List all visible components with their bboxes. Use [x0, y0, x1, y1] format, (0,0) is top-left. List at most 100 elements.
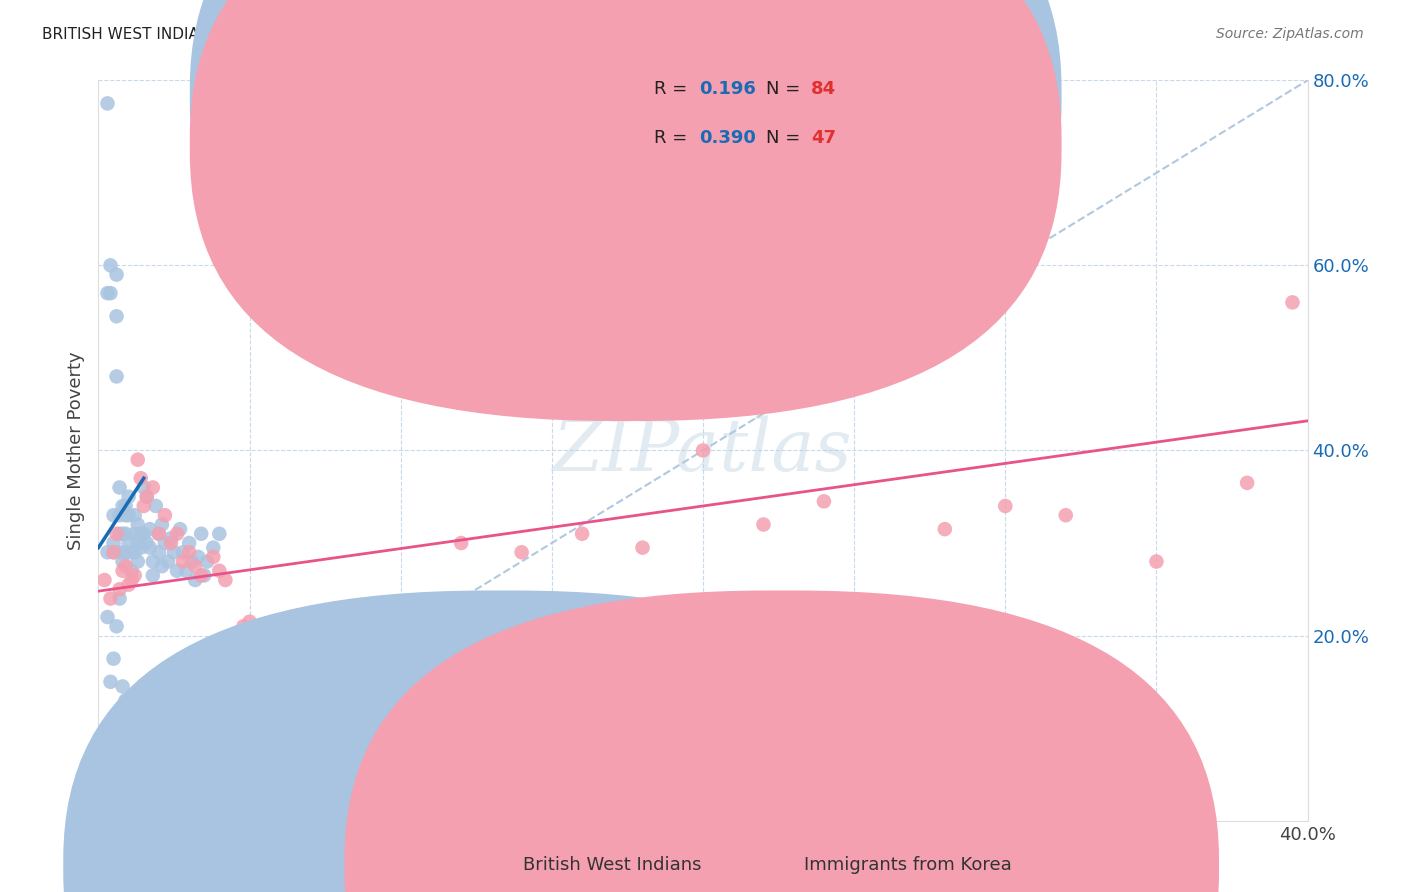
Point [631, 541, 654, 555]
Point [571, 526, 593, 541]
Point [124, 526, 146, 541]
Point [132, 481, 155, 495]
Point [96, 286, 118, 301]
Text: Immigrants from Korea: Immigrants from Korea [804, 856, 1012, 874]
Point [179, 748, 201, 763]
Point [103, 545, 125, 559]
Point [114, 545, 136, 559]
Point [127, 517, 149, 532]
Point [132, 526, 155, 541]
Point [187, 549, 209, 564]
Point [105, 619, 128, 633]
Point [108, 526, 131, 541]
Point [111, 526, 134, 541]
Point [114, 499, 136, 513]
Point [129, 526, 152, 541]
Point [108, 582, 131, 597]
Point [148, 545, 170, 559]
Point [129, 471, 152, 485]
Point [118, 536, 141, 550]
Point [208, 564, 231, 578]
Point [114, 693, 136, 707]
Point [108, 481, 131, 495]
Text: British West Indians: British West Indians [523, 856, 702, 874]
Point [156, 554, 179, 569]
Point [150, 517, 173, 532]
Point [114, 508, 136, 523]
Point [142, 568, 165, 582]
Point [111, 554, 134, 569]
Point [813, 494, 835, 508]
Point [239, 615, 262, 629]
Point [93, 573, 115, 587]
Point [1144, 554, 1167, 569]
Point [139, 522, 162, 536]
Point [90, 799, 112, 814]
Point [169, 522, 191, 536]
Point [193, 731, 215, 745]
Point [100, 286, 122, 301]
Point [184, 559, 207, 574]
Point [179, 545, 201, 559]
Point [329, 628, 352, 642]
Text: 84: 84 [811, 80, 837, 98]
Point [127, 554, 149, 569]
Point [202, 549, 225, 564]
Point [139, 541, 162, 555]
Point [873, 360, 896, 375]
Point [127, 536, 149, 550]
Point [163, 670, 186, 684]
Point [389, 665, 412, 680]
Point [148, 526, 170, 541]
Point [202, 541, 225, 555]
Point [100, 591, 122, 606]
Point [111, 564, 134, 578]
Point [103, 651, 125, 665]
Point [172, 554, 194, 569]
Point [96, 96, 118, 111]
Point [166, 526, 188, 541]
Point [208, 739, 231, 754]
Point [269, 657, 291, 671]
Point [118, 577, 141, 591]
Point [105, 310, 128, 324]
Point [148, 526, 170, 541]
Point [100, 674, 122, 689]
Y-axis label: Single Mother Poverty: Single Mother Poverty [66, 351, 84, 549]
Point [111, 680, 134, 694]
Point [692, 443, 714, 458]
Text: 0.196: 0.196 [699, 80, 755, 98]
Point [103, 545, 125, 559]
Text: Source: ZipAtlas.com: Source: ZipAtlas.com [1216, 27, 1364, 41]
Point [108, 545, 131, 559]
Point [124, 508, 146, 523]
Point [163, 545, 186, 559]
Point [135, 490, 157, 504]
Point [129, 541, 152, 555]
Point [510, 545, 533, 559]
Point [114, 526, 136, 541]
Point [135, 536, 157, 550]
Point [1281, 295, 1303, 310]
Point [153, 508, 176, 523]
Point [124, 545, 146, 559]
Point [121, 573, 143, 587]
Point [214, 573, 236, 587]
Point [190, 526, 212, 541]
Point [100, 259, 122, 273]
Point [172, 545, 194, 559]
Point [994, 499, 1017, 513]
Point [752, 517, 775, 532]
Point [148, 721, 170, 735]
Point [93, 754, 115, 768]
Point [1236, 475, 1258, 490]
Point [166, 564, 188, 578]
Point [96, 610, 118, 624]
Point [193, 568, 215, 582]
Point [153, 536, 176, 550]
Point [135, 490, 157, 504]
Point [195, 554, 218, 569]
Point [299, 651, 322, 665]
Point [121, 564, 143, 578]
Text: N =: N = [766, 129, 806, 147]
